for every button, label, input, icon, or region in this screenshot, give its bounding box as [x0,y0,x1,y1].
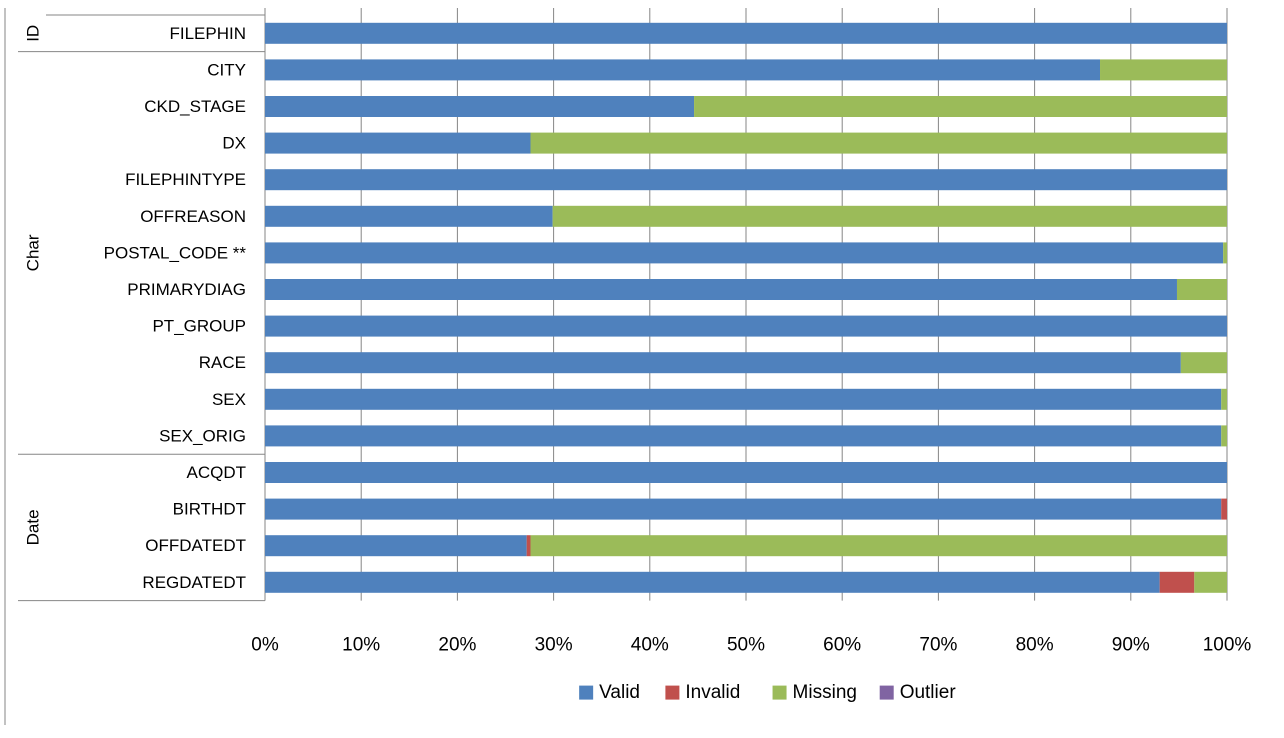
legend-label-valid: Valid [599,682,640,703]
group-label-date: Date [24,509,43,545]
category-label-filephintype: FILEPHINTYPE [125,170,246,189]
bar-valid-offreason [265,205,553,227]
bar-missing-offdatedt [530,535,1227,557]
category-label-dx: DX [222,134,246,153]
category-label-offreason: OFFREASON [140,207,246,226]
group-label-char: Char [24,234,43,271]
bar-valid-filephintype [265,169,1227,191]
bar-missing-race [1180,352,1227,374]
x-tick-label: 80% [1016,635,1054,656]
bar-valid-pt-group [265,315,1227,337]
x-tick-label: 20% [438,635,476,656]
bar-invalid-regdatedt [1159,571,1195,593]
bar-valid-filephin [265,22,1227,44]
bars [265,22,1227,593]
bar-valid-primarydiag [265,279,1177,300]
bar-missing-sex-orig [1221,425,1227,447]
legend: Valid Invalid Missing Outlier [579,682,956,703]
category-label-sex: SEX [212,390,246,409]
x-tick-label: 100% [1203,635,1252,656]
category-label-pt-group: PT_GROUP [152,317,246,336]
category-label-postal-code: POSTAL_CODE ** [104,243,247,262]
bar-valid-regdatedt [265,571,1160,593]
category-labels: FILEPHIN CITY CKD_STAGE DX FILEPHINTYPE OFFRE… [104,24,247,592]
legend-label-invalid: Invalid [685,682,740,703]
bar-valid-birthdt [265,498,1222,520]
legend-swatch-invalid [665,685,680,700]
bar-missing-postal-code [1223,242,1227,264]
bar-missing-offreason [552,205,1227,227]
bar-valid-offdatedt [265,535,527,557]
bar-missing-regdatedt [1194,571,1227,593]
category-label-city: CITY [207,60,246,79]
bar-valid-dx [265,132,531,154]
bar-valid-city [265,59,1101,81]
legend-swatch-outlier [879,685,894,700]
bar-valid-acqdt [265,462,1227,483]
x-tick-label: 60% [823,635,861,656]
legend-label-missing: Missing [793,682,857,703]
bar-invalid-offdatedt [526,535,531,557]
category-label-race: RACE [199,353,246,372]
legend-label-outlier: Outlier [900,682,957,703]
bar-missing-city [1100,59,1227,81]
x-axis-ticks: 0% 10% 20% 30% 40% 50% 60% 70% 80% 90% 100% [251,635,1251,656]
category-label-filephin: FILEPHIN [169,24,246,43]
bar-valid-sex [265,388,1222,410]
bar-missing-ckd-stage [694,96,1227,117]
x-tick-label: 40% [631,635,669,656]
category-label-acqdt: ACQDT [187,463,247,482]
group-label-id: ID [24,25,43,42]
x-tick-label: 30% [535,635,573,656]
bar-invalid-birthdt [1221,498,1227,520]
bar-valid-postal-code [265,242,1224,264]
legend-swatch-missing [772,685,787,700]
category-label-sex-orig: SEX_ORIG [159,426,246,445]
x-tick-label: 0% [251,635,279,656]
x-tick-label: 50% [727,635,765,656]
category-label-offdatedt: OFFDATEDT [145,536,246,555]
category-label-primarydiag: PRIMARYDIAG [127,280,246,299]
bar-valid-sex-orig [265,425,1222,447]
legend-swatch-valid [579,685,594,700]
category-label-regdatedt: REGDATEDT [142,573,246,592]
bar-missing-dx [530,132,1227,154]
bar-missing-sex [1221,388,1227,410]
category-label-ckd-stage: CKD_STAGE [144,97,246,116]
category-label-birthdt: BIRTHDT [173,500,246,519]
x-tick-label: 90% [1112,635,1150,656]
group-labels: ID Char Date [24,25,43,546]
bar-valid-ckd-stage [265,96,695,117]
x-tick-label: 10% [342,635,380,656]
x-tick-label: 70% [919,635,957,656]
bar-missing-primarydiag [1176,279,1227,300]
bar-valid-race [265,352,1181,374]
